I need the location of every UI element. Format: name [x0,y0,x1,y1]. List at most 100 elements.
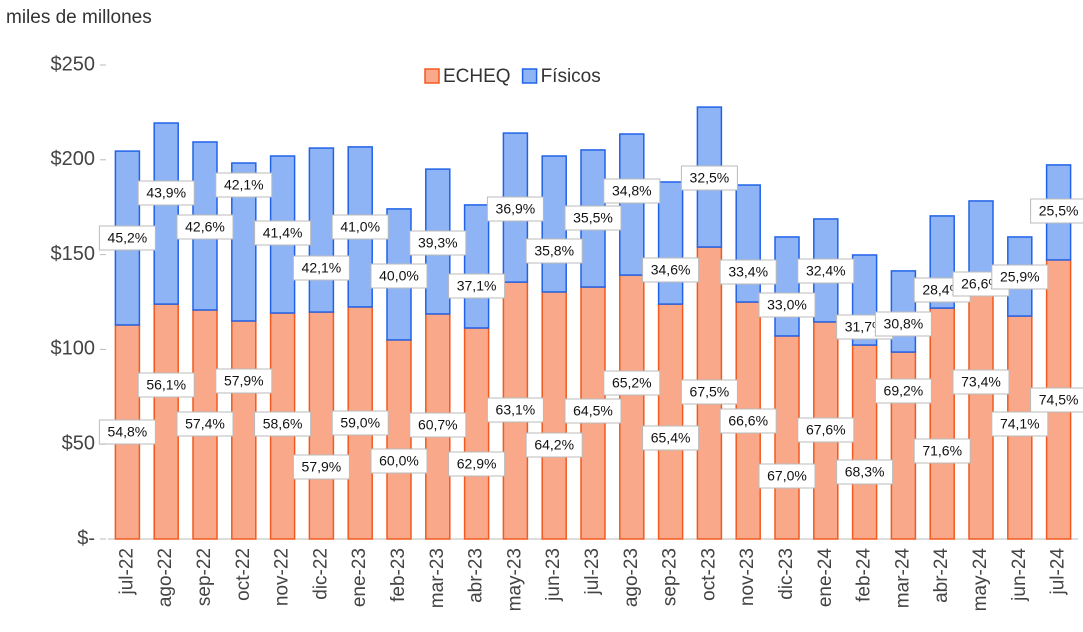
x-tick-label: mar-23 [427,548,448,608]
data-label: 57,4% [185,416,225,432]
data-label-box [98,419,156,445]
data-label: 37,1% [457,278,497,294]
data-label: 40,0% [379,268,419,284]
bar-segment [929,307,955,540]
bar-segment [541,291,567,540]
data-label-box [215,368,273,394]
bar-segment [890,270,917,353]
data-label: 32,4% [806,263,846,279]
bar-segment [619,133,645,276]
x-tick-label: may-23 [504,548,525,611]
data-label: 67,6% [806,422,846,438]
data-label: 31,7% [845,319,885,335]
data-label: 45,2% [108,230,148,246]
data-label: 58,6% [263,416,303,432]
data-label-box [874,378,932,404]
x-tick-label: sep-22 [194,548,215,606]
data-label-box [331,410,389,436]
data-label: 42,1% [224,177,264,193]
data-label: 54,8% [108,424,148,440]
data-label: 64,5% [573,403,613,419]
bar-segment [657,181,684,305]
data-label: 34,8% [612,183,652,199]
y-tick-label: $150 [51,243,96,265]
data-label: 63,1% [496,402,536,418]
data-label-box [370,263,428,289]
data-label-box [486,397,544,423]
x-tick-label: jul-24 [1048,548,1069,596]
data-label-box [409,230,467,256]
bar-segment [308,311,335,540]
data-label-box [719,259,777,285]
data-label-box [331,214,389,240]
x-tick-label: feb-24 [854,548,875,602]
legend-label: ECHEQ [443,66,511,87]
data-label: 25,9% [1000,269,1040,285]
y-tick-label: $200 [51,148,96,170]
data-label: 32,5% [690,170,730,186]
data-label-box [874,311,932,337]
data-label-box [642,257,700,283]
data-label: 25,5% [1039,203,1079,219]
data-label-box [758,292,816,318]
data-label-box [370,448,428,474]
data-label: 57,9% [302,459,342,475]
data-label-box [680,379,738,405]
bar-segment [541,155,567,293]
x-tick-label: mar-24 [892,548,913,609]
data-label-box [680,165,738,191]
y-tick-label: $50 [62,432,95,454]
y-tick-label: $100 [51,338,96,360]
data-label: 67,5% [690,384,730,400]
data-label: 73,4% [961,374,1001,390]
data-label: 74,1% [1000,416,1040,432]
data-label: 68,3% [845,464,885,480]
data-label: 43,9% [146,185,186,201]
x-tick-label: oct-22 [233,548,254,601]
data-label: 66,6% [728,413,768,429]
data-label: 74,5% [1039,392,1079,408]
x-tick-label: dic-22 [310,548,331,600]
data-label-box [292,454,350,480]
data-label-box [603,370,661,396]
x-tick-label: jul-23 [582,548,603,595]
data-label: 59,0% [340,415,380,431]
bar-segment [774,335,800,540]
data-label: 34,6% [651,262,691,278]
x-tick-label: abr-24 [931,548,952,603]
data-label-box [564,398,622,424]
chart-subtitle: miles de millones [6,7,152,28]
data-label: 35,8% [534,243,574,259]
data-label: 30,8% [884,316,924,332]
data-label: 33,4% [728,264,768,280]
data-label-box [1030,387,1083,413]
data-label-box [176,214,234,240]
bar-segment [231,320,257,540]
data-label: 42,1% [302,260,342,276]
bar-segment [308,147,335,313]
data-label-box [448,451,506,477]
data-label: 60,7% [418,417,458,433]
data-label-box [642,425,700,451]
data-label-box [137,180,195,206]
data-label-box [1030,198,1083,224]
x-tick-label: sep-23 [660,548,681,606]
data-label-box [254,220,312,246]
data-label-box [603,178,661,204]
data-label-box [797,258,855,284]
bar-segment [968,290,994,540]
x-tick-label: jun-24 [1009,548,1030,602]
data-label-box [254,411,312,437]
bar-segment [153,122,179,305]
data-label-box [836,459,894,485]
data-label: 65,4% [651,430,691,446]
bar-segment [657,303,684,540]
x-tick-label: ene-23 [349,548,370,607]
bar-segment [386,339,412,540]
data-label: 71,6% [922,443,962,459]
bar-segment [851,344,878,540]
bar-segment [619,274,645,540]
data-label: 62,9% [457,456,497,472]
x-tick-label: abr-23 [466,548,487,603]
